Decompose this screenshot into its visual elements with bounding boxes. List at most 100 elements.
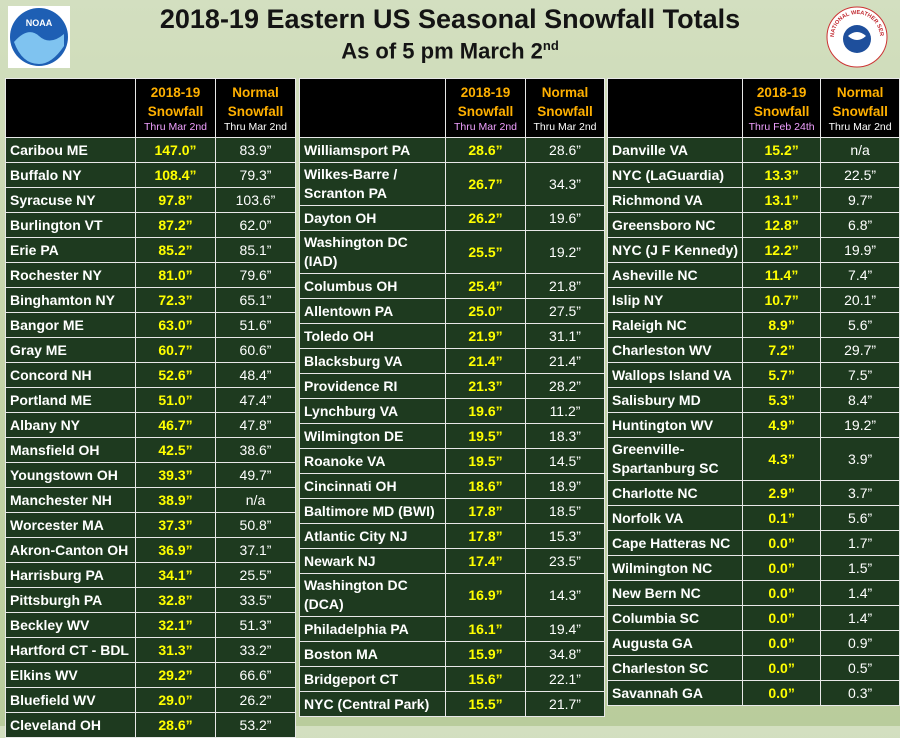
header-row: 2018-19 Snowfall Thru Mar 2nd Normal Snowf… [5,78,296,138]
normal: 0.3” [820,680,900,706]
station: Caribou ME [5,137,136,163]
normal: 18.3” [525,423,605,449]
data-row: Greensboro NC 12.8” 6.8” [606,212,900,238]
station: Bluefield WV [5,687,136,713]
data-row: Buffalo NY 108.4” 79.3” [5,162,296,188]
data-row: Greenville- Spartanburg SC 4.3” 3.9” [606,437,900,481]
normal: 25.5” [215,562,296,588]
data-row: Bridgeport CT 15.6” 22.1” [299,666,605,692]
snowfall: 12.8” [742,212,822,238]
data-row: NYC (Central Park) 15.5” 21.7” [299,691,605,717]
snowfall: 147.0” [135,137,216,163]
data-row: Islip NY 10.7” 20.1” [606,287,900,313]
header-blank [299,78,446,138]
normal: 85.1” [215,237,296,263]
snowfall: 13.3” [742,162,822,188]
station: Atlantic City NJ [299,523,446,549]
data-row: Atlantic City NJ 17.8” 15.3” [299,523,605,549]
normal: 5.6” [820,505,900,531]
station: Syracuse NY [5,187,136,213]
data-row: Savannah GA 0.0” 0.3” [606,680,900,706]
column-header: 2018-19 Snowfall Thru Mar 2nd [445,78,526,138]
data-row: Providence RI 21.3” 28.2” [299,373,605,399]
data-row: Caribou ME 147.0” 83.9” [5,137,296,163]
data-row: Bangor ME 63.0” 51.6” [5,312,296,338]
normal: 34.8” [525,641,605,667]
normal: 60.6” [215,337,296,363]
normal: 79.6” [215,262,296,288]
data-row: Washington DC (IAD) 25.5” 19.2” [299,230,605,274]
normal: 31.1” [525,323,605,349]
snowfall: 37.3” [135,512,216,538]
normal: 21.7” [525,691,605,717]
data-row: Columbus OH 25.4” 21.8” [299,273,605,299]
data-row: Washington DC (DCA) 16.9” 14.3” [299,573,605,617]
normal: 22.5” [820,162,900,188]
station: Wilkes-Barre / Scranton PA [299,162,446,206]
normal: 23.5” [525,548,605,574]
normal: 37.1” [215,537,296,563]
normal: 11.2” [525,398,605,424]
logo-text: NOAA [26,18,53,28]
station: NYC (LaGuardia) [606,162,744,188]
data-row: Columbia SC 0.0” 1.4” [606,605,900,631]
data-row: Syracuse NY 97.8” 103.6” [5,187,296,213]
data-row: Akron-Canton OH 36.9” 37.1” [5,537,296,563]
snowfall: 0.0” [742,605,822,631]
station: Gray ME [5,337,136,363]
normal: 1.7” [820,530,900,556]
data-row: Bluefield WV 29.0” 26.2” [5,687,296,713]
data-row: Williamsport PA 28.6” 28.6” [299,137,605,163]
normal: 53.2” [215,712,296,738]
snowfall-table: 2018-19 Snowfall Thru Feb 24th Normal Snow… [606,78,900,706]
normal: 20.1” [820,287,900,313]
station: Bangor ME [5,312,136,338]
data-row: Lynchburg VA 19.6” 11.2” [299,398,605,424]
data-row: Cape Hatteras NC 0.0” 1.7” [606,530,900,556]
snowfall: 13.1” [742,187,822,213]
data-row: Elkins WV 29.2” 66.6” [5,662,296,688]
station: Williamsport PA [299,137,446,163]
snowfall: 31.3” [135,637,216,663]
subtitle: As of 5 pm March 2nd [0,38,900,64]
snowfall: 0.0” [742,580,822,606]
normal: 48.4” [215,362,296,388]
normal: 8.4” [820,387,900,413]
data-row: Asheville NC 11.4” 7.4” [606,262,900,288]
snowfall: 26.2” [445,205,526,231]
normal: 51.6” [215,312,296,338]
snowfall: 28.6” [135,712,216,738]
data-row: Baltimore MD (BWI) 17.8” 18.5” [299,498,605,524]
station: Asheville NC [606,262,744,288]
snowfall: 15.9” [445,641,526,667]
data-row: Beckley WV 32.1” 51.3” [5,612,296,638]
snowfall: 0.0” [742,655,822,681]
column-header: 2018-19 Snowfall Thru Mar 2nd [135,78,216,138]
data-row: Albany NY 46.7” 47.8” [5,412,296,438]
snowfall: 4.9” [742,412,822,438]
station: Norfolk VA [606,505,744,531]
normal: 79.3” [215,162,296,188]
normal: 28.6” [525,137,605,163]
station: Washington DC (IAD) [299,230,446,274]
column-header: Normal Snowfall Thru Mar 2nd [820,78,900,138]
station: Worcester MA [5,512,136,538]
normal: 19.2” [820,412,900,438]
snowfall: 63.0” [135,312,216,338]
normal: 5.6” [820,312,900,338]
station: Harrisburg PA [5,562,136,588]
snowfall: 21.9” [445,323,526,349]
snowfall: 19.5” [445,448,526,474]
data-row: Danville VA 15.2” n/a [606,137,900,163]
station: Newark NJ [299,548,446,574]
station: Dayton OH [299,205,446,231]
normal: 9.7” [820,187,900,213]
normal: 103.6” [215,187,296,213]
data-row: Wilkes-Barre / Scranton PA 26.7” 34.3” [299,162,605,206]
snowfall: 15.6” [445,666,526,692]
snowfall: 97.8” [135,187,216,213]
column-title: Normal Snowfall [227,84,284,119]
data-row: Burlington VT 87.2” 62.0” [5,212,296,238]
snowfall: 85.2” [135,237,216,263]
